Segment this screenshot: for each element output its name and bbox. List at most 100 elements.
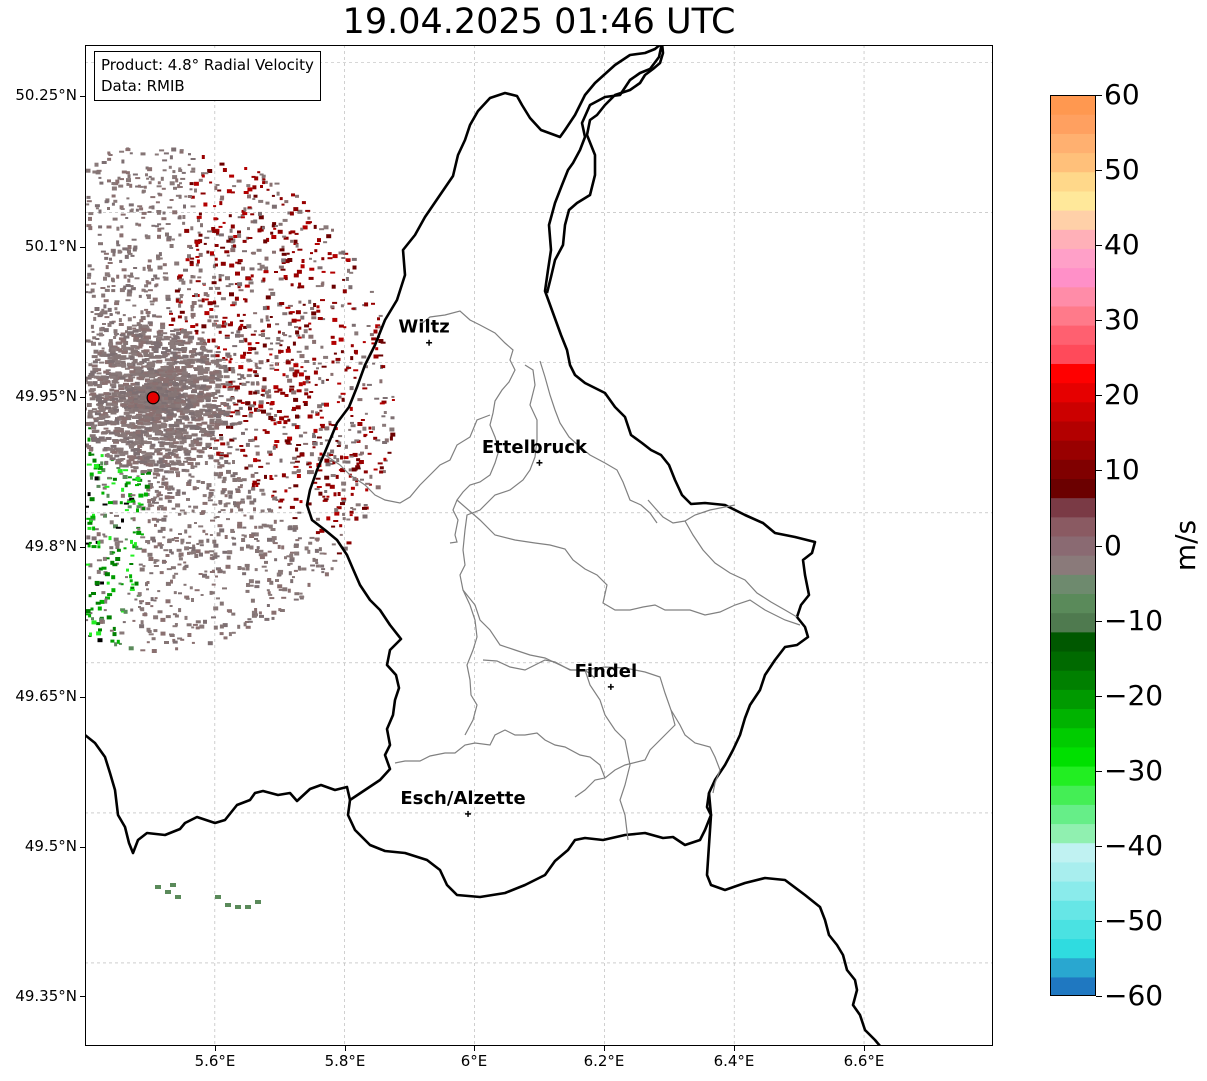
radar-echo-pixel [91, 620, 97, 625]
radar-echo-pixel [333, 455, 337, 460]
radar-echo-pixel [308, 470, 314, 475]
radar-echo-pixel [104, 460, 109, 465]
map-area[interactable]: Wiltz Ettelbruck Findel Esch/Alzette [85, 45, 993, 1046]
radar-echo-pixel [194, 293, 198, 298]
radar-echo-pixel [317, 362, 322, 365]
radar-echo-pixel [221, 420, 228, 424]
radar-echo-pixel [336, 506, 342, 510]
radar-echo-pixel [128, 352, 134, 355]
radar-echo-pixel [129, 209, 134, 213]
radar-echo-pixel [203, 172, 209, 175]
radar-echo-pixel [237, 216, 243, 219]
radar-echo-pixel [100, 310, 106, 314]
radar-echo-pixel [188, 479, 192, 482]
radar-echo-pixel [324, 458, 330, 463]
radar-echo-pixel [172, 210, 178, 215]
radar-echo-pixel [244, 167, 248, 170]
radar-echo-pixel [333, 492, 337, 497]
radar-echo-pixel [289, 557, 295, 561]
radar-echo-pixel [143, 185, 147, 189]
radar-echo-pixel [240, 354, 246, 359]
radar-echo-pixel [86, 535, 91, 540]
radar-echo-pixel [192, 424, 199, 428]
luxembourg-border [305, 45, 817, 899]
radar-echo-pixel [276, 410, 282, 413]
colorbar-segment [1050, 650, 1096, 671]
radar-echo-pixel [320, 282, 324, 287]
radar-echo-pixel [138, 326, 145, 329]
radar-echo-pixel [164, 641, 169, 644]
radar-echo-pixel [212, 322, 216, 327]
radar-echo-pixel [168, 423, 175, 427]
radar-echo-pixel [158, 193, 163, 197]
radar-echo-pixel [130, 554, 135, 557]
radar-echo-pixel [101, 491, 105, 495]
radar-echo-pixel [175, 647, 179, 651]
radar-echo-pixel [109, 350, 116, 354]
radar-echo-pixel [142, 507, 146, 511]
radar-echo-pixel [118, 428, 124, 432]
radar-echo-pixel [193, 465, 198, 468]
radar-echo-pixel [257, 268, 263, 271]
radar-echo-pixel [190, 312, 196, 317]
colorbar-segment [1050, 344, 1096, 364]
radar-echo-pixel [271, 194, 275, 197]
radar-echo-pixel [379, 402, 385, 405]
radar-echo-pixel [114, 302, 120, 306]
radar-echo-pixel [97, 378, 104, 381]
radar-echo-pixel [211, 281, 217, 285]
radar-echo-pixel [272, 496, 278, 501]
radar-echo-pixel [230, 474, 236, 478]
radar-echo-pixel [116, 274, 120, 279]
radar-echo-pixel [274, 390, 280, 393]
colorbar-segment [1050, 880, 1096, 901]
radar-echo-pixel [191, 375, 198, 379]
radar-echo-pixel [285, 306, 291, 309]
radar-echo-pixel [156, 336, 163, 340]
radar-echo-pixel [187, 254, 191, 259]
radar-echo-pixel [195, 462, 201, 466]
radar-echo-pixel [308, 466, 312, 469]
radar-echo-pixel [125, 576, 128, 579]
radar-echo-pixel [381, 400, 387, 404]
radar-echo-pixel [96, 622, 101, 626]
radar-echo-pixel [231, 301, 237, 306]
radar-echo-pixel [97, 545, 101, 549]
y-tick-label: 50.1°N [24, 237, 77, 255]
radar-echo-pixel [336, 458, 340, 463]
colorbar-tick-mark [1096, 470, 1102, 472]
radar-echo-pixel [171, 372, 177, 375]
radar-echo-pixel [272, 542, 278, 545]
radar-echo-pixel [167, 435, 174, 439]
radar-echo-pixel [187, 288, 191, 291]
colorbar-segment [1050, 497, 1096, 518]
radar-echo-pixel [221, 480, 226, 484]
radar-echo-pixel [298, 282, 302, 287]
radar-echo-pixel [169, 467, 176, 471]
radar-echo-pixel [254, 436, 258, 441]
radar-echo-pixel [198, 304, 203, 308]
radar-echo-pixel [289, 505, 295, 509]
radar-echo-pixel [240, 401, 245, 404]
radar-echo-pixel [177, 315, 182, 319]
radar-echo-pixel [137, 460, 143, 464]
radar-echo-pixel [144, 484, 150, 489]
radar-echo-pixel [237, 566, 242, 570]
radar-echo-pixel [341, 488, 346, 492]
radar-echo-pixel [195, 626, 200, 630]
radar-echo-pixel [119, 396, 126, 400]
radar-echo-pixel [169, 438, 176, 442]
radar-echo-pixel [157, 234, 161, 239]
radar-echo-pixel [213, 414, 220, 418]
radar-echo-pixel [247, 187, 253, 192]
radar-echo-pixel [133, 398, 140, 402]
radar-echo-pixel [152, 346, 159, 350]
radar-echo-pixel [102, 556, 107, 561]
radar-echo-pixel [148, 482, 152, 486]
radar-echo-pixel [113, 336, 117, 339]
radar-echo-pixel [104, 200, 109, 204]
radar-echo-pixel [270, 231, 274, 235]
radar-echo-pixel [146, 314, 150, 318]
radar-echo-pixel [184, 564, 189, 568]
radar-echo-pixel [140, 473, 145, 475]
